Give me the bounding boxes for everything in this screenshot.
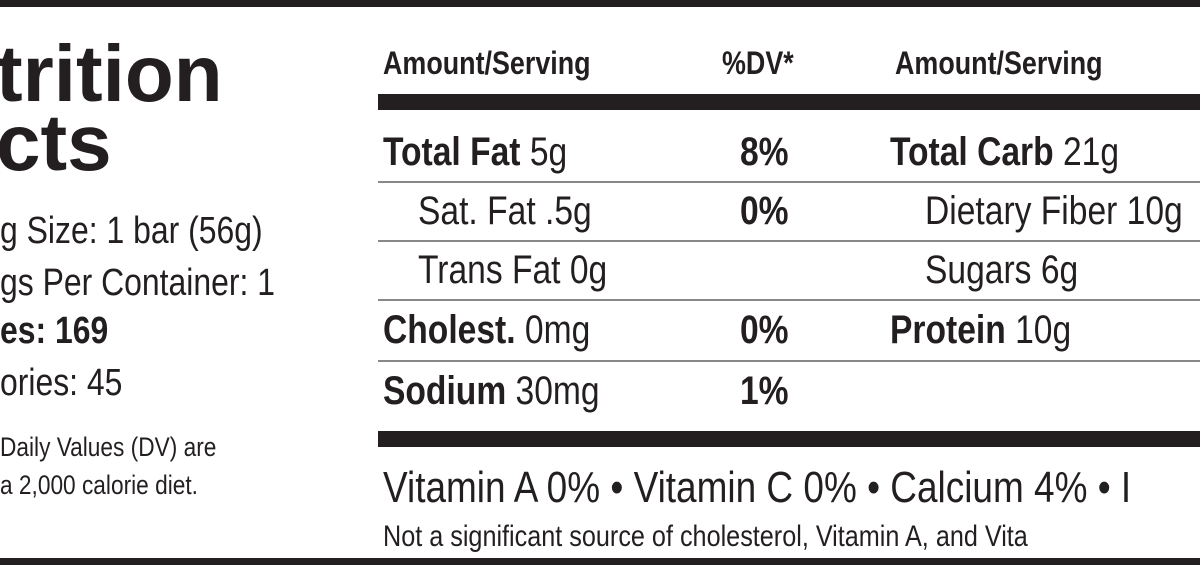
nutrient-amount: 6g bbox=[1040, 248, 1079, 292]
nutrient-left: Cholest. 0mg bbox=[383, 310, 590, 350]
nutrient-name: Total Fat bbox=[383, 130, 521, 174]
nutrient-name: Sugars bbox=[925, 248, 1032, 292]
nutrient-name: Trans Fat bbox=[418, 248, 561, 292]
row-rule bbox=[378, 239, 1200, 242]
nutrient-name: Dietary Fiber bbox=[925, 189, 1118, 233]
fat-calories: ories: 45 bbox=[0, 362, 123, 404]
bottom-border bbox=[0, 558, 1200, 565]
thick-rule bbox=[378, 94, 1200, 110]
nutrient-amount: 10g bbox=[1126, 189, 1183, 233]
calories-label: es: bbox=[0, 310, 47, 352]
nutrient-left: Total Fat 5g bbox=[383, 132, 567, 172]
nutrient-left: Sat. Fat .5g bbox=[418, 191, 592, 231]
nutrient-amount: .5g bbox=[544, 189, 592, 233]
nutrient-right: Protein 10g bbox=[890, 310, 1071, 350]
nutrient-left: Trans Fat 0g bbox=[418, 250, 607, 290]
daily-value: 0% bbox=[740, 308, 789, 352]
top-border bbox=[0, 0, 1200, 7]
nutrient-name: Sat. Fat bbox=[418, 189, 536, 233]
nutrient-right: Dietary Fiber 10g bbox=[925, 191, 1183, 231]
nutrient-right: Total Carb 21g bbox=[890, 132, 1119, 172]
vitamins: Vitamin A 0% • Vitamin C 0% • Calcium 4%… bbox=[383, 463, 1132, 512]
column-header: Amount/Serving bbox=[383, 45, 591, 81]
nutrient-name: Protein bbox=[890, 308, 1006, 352]
footnote-line: a 2,000 calorie diet. bbox=[0, 470, 198, 500]
calories: es: 169 bbox=[0, 312, 108, 350]
row-rule bbox=[378, 359, 1200, 362]
nutrient-amount: 5g bbox=[529, 130, 568, 174]
calories-value: 169 bbox=[55, 310, 109, 352]
nutrient-amount: 0mg bbox=[524, 308, 591, 352]
column-header: Amount/Serving bbox=[895, 45, 1103, 81]
nutrient-left: Sodium 30mg bbox=[383, 371, 600, 411]
nutrient-amount: 30mg bbox=[515, 369, 600, 413]
servings-per-container: gs Per Container: 1 bbox=[0, 262, 276, 304]
row-rule bbox=[378, 180, 1200, 183]
note: Not a significant source of cholesterol,… bbox=[383, 520, 1028, 553]
footnote-line: Daily Values (DV) are bbox=[0, 432, 217, 462]
title-line: cts bbox=[0, 98, 112, 187]
column-header: %DV* bbox=[722, 45, 794, 81]
nutrient-name: Sodium bbox=[383, 369, 507, 413]
nutrient-name: Cholest. bbox=[383, 308, 516, 352]
daily-value: 8% bbox=[740, 130, 789, 174]
nutrient-amount: 0g bbox=[569, 248, 608, 292]
row-rule bbox=[378, 299, 1200, 301]
thick-rule bbox=[378, 431, 1200, 447]
nutrient-amount: 21g bbox=[1063, 130, 1120, 174]
serving-size: g Size: 1 bar (56g) bbox=[0, 210, 263, 252]
nutrient-amount: 10g bbox=[1015, 308, 1072, 352]
daily-value: 0% bbox=[740, 189, 789, 233]
daily-value: 1% bbox=[740, 369, 789, 413]
title-line: trition bbox=[0, 29, 223, 118]
nutrient-name: Total Carb bbox=[890, 130, 1054, 174]
nutrient-right: Sugars 6g bbox=[925, 250, 1078, 290]
